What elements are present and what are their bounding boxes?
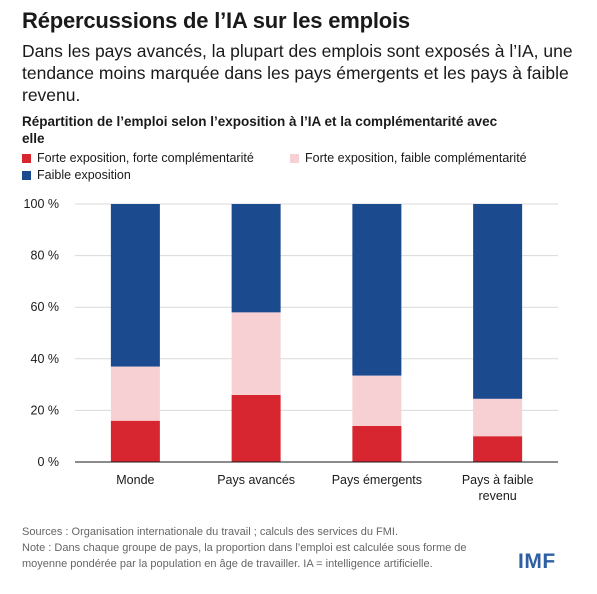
page-title: Répercussions de l’IA sur les emplois — [22, 8, 410, 33]
y-tick-label: 40 % — [31, 352, 60, 366]
chart-title: Répartition de l’emploi selon l’expositi… — [22, 114, 498, 146]
x-tick-label: Monde — [116, 473, 154, 487]
y-tick-label: 100 % — [24, 197, 59, 211]
legend-label-low: Faible exposition — [37, 168, 131, 182]
bar-segment — [110, 204, 160, 367]
bar-segment — [231, 204, 281, 313]
legend-item-high-low: Forte exposition, faible complémentarité — [290, 151, 527, 165]
legend-swatch-high-high — [22, 153, 31, 163]
bar-segment — [231, 394, 281, 462]
legend-label-high-low: Forte exposition, faible complémentarité — [305, 151, 527, 165]
stacked-bar-chart: 0 % 20 % 40 % 60 % 80 % 100 % Monde Pays avancé… — [24, 197, 558, 503]
y-tick-label: 60 % — [31, 300, 60, 314]
legend-item-high-high: Forte exposition, forte complémentarité — [22, 151, 254, 165]
legend-swatch-low — [22, 170, 31, 180]
x-tick-label: Pays émergents — [332, 473, 422, 487]
legend-item-low: Faible exposition — [22, 168, 131, 182]
bar-segment — [352, 425, 402, 462]
legend-swatch-high-low — [290, 153, 299, 163]
bar-segment — [473, 204, 523, 399]
imf-logo: IMF — [518, 550, 556, 573]
bar-segment — [110, 366, 160, 421]
y-tick-label: 80 % — [31, 249, 60, 263]
y-tick-label: 0 % — [37, 455, 59, 469]
page-subtitle: Dans les pays avancés, la plupart des em… — [22, 41, 573, 105]
methodology-note: Note : Dans chaque groupe de pays, la pr… — [22, 542, 467, 570]
x-tick-label: Pays avancés — [217, 473, 295, 487]
bar-segment — [352, 204, 402, 376]
bar-segment — [473, 398, 523, 437]
y-tick-label: 20 % — [31, 403, 60, 417]
sources-note: Sources : Organisation internationale du… — [22, 526, 399, 538]
bar-segment — [473, 436, 523, 462]
legend-label-high-high: Forte exposition, forte complémentarité — [37, 151, 254, 165]
bar-segment — [352, 375, 402, 426]
chart-footer: Sources : Organisation internationale du… — [22, 524, 492, 572]
x-tick-label: Pays à faible — [462, 473, 534, 487]
bar-segment — [110, 420, 160, 462]
x-tick-label: revenu — [479, 489, 517, 503]
bar-segment — [231, 312, 281, 395]
